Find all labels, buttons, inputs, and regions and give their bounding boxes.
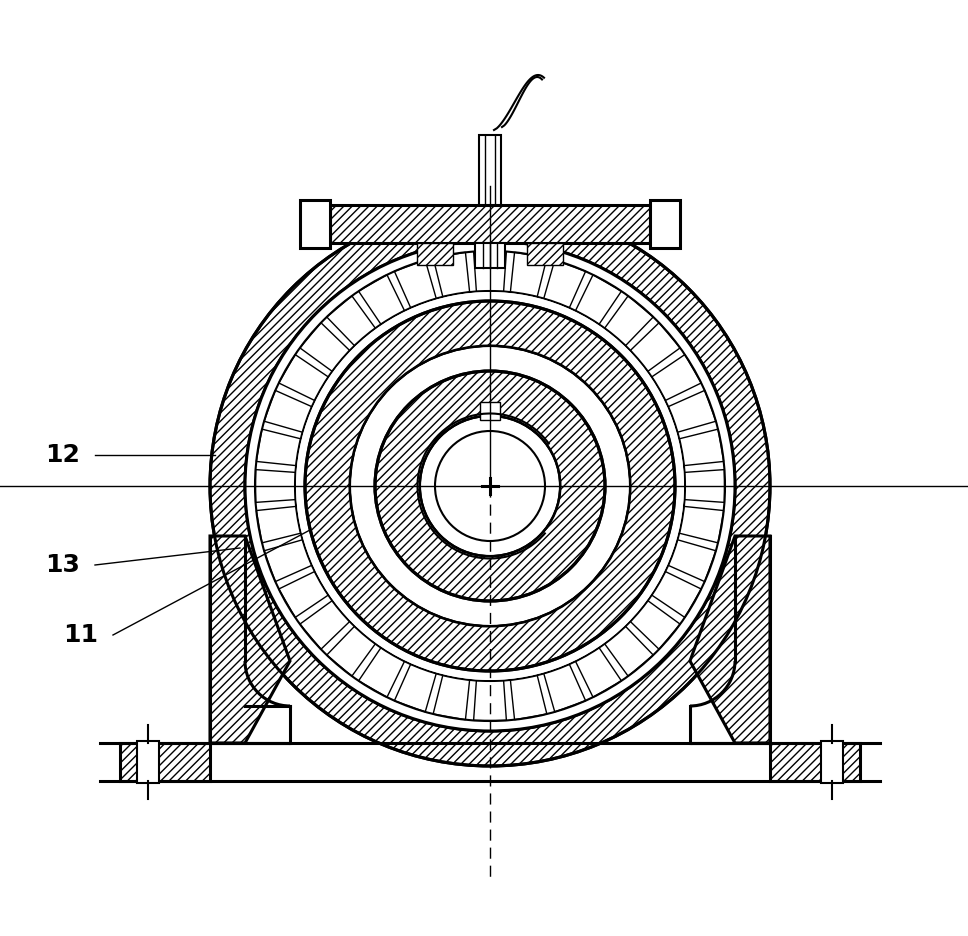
Polygon shape xyxy=(605,296,653,345)
Polygon shape xyxy=(650,200,680,248)
Bar xyxy=(821,741,843,783)
Polygon shape xyxy=(668,540,716,581)
Polygon shape xyxy=(330,205,650,243)
Polygon shape xyxy=(358,275,405,325)
Circle shape xyxy=(246,242,734,730)
Polygon shape xyxy=(279,355,328,401)
Text: 11: 11 xyxy=(63,623,98,647)
Polygon shape xyxy=(433,675,469,720)
Polygon shape xyxy=(668,390,716,432)
Polygon shape xyxy=(394,665,437,712)
Circle shape xyxy=(295,291,685,681)
Bar xyxy=(417,243,453,265)
Wedge shape xyxy=(305,301,675,671)
Polygon shape xyxy=(576,648,621,697)
Bar xyxy=(475,243,505,268)
Polygon shape xyxy=(257,506,301,543)
Bar xyxy=(527,243,563,265)
Circle shape xyxy=(296,292,684,680)
Polygon shape xyxy=(651,355,701,401)
Bar xyxy=(137,741,159,783)
Wedge shape xyxy=(210,206,770,766)
Polygon shape xyxy=(605,626,653,676)
Polygon shape xyxy=(510,675,547,720)
Polygon shape xyxy=(433,253,469,297)
Polygon shape xyxy=(256,470,295,503)
Polygon shape xyxy=(300,200,330,248)
Text: 13: 13 xyxy=(45,553,80,577)
Polygon shape xyxy=(394,260,437,308)
Polygon shape xyxy=(327,626,376,676)
Text: 12: 12 xyxy=(45,443,80,467)
Polygon shape xyxy=(264,540,312,581)
Circle shape xyxy=(421,417,559,555)
Polygon shape xyxy=(279,572,328,618)
Polygon shape xyxy=(576,275,621,325)
Polygon shape xyxy=(544,665,586,712)
Polygon shape xyxy=(680,429,724,465)
Polygon shape xyxy=(690,536,770,743)
Bar xyxy=(479,135,501,205)
Wedge shape xyxy=(246,242,734,730)
Polygon shape xyxy=(473,252,506,291)
Bar xyxy=(480,402,500,420)
Polygon shape xyxy=(300,601,349,650)
Polygon shape xyxy=(264,390,312,432)
Polygon shape xyxy=(358,648,405,697)
Polygon shape xyxy=(684,470,724,503)
Polygon shape xyxy=(651,572,701,618)
Polygon shape xyxy=(300,323,349,372)
Wedge shape xyxy=(375,371,605,601)
Polygon shape xyxy=(327,296,376,345)
Circle shape xyxy=(435,431,545,541)
Circle shape xyxy=(205,201,775,771)
Polygon shape xyxy=(690,743,860,781)
Polygon shape xyxy=(630,601,681,650)
Polygon shape xyxy=(473,680,506,721)
Polygon shape xyxy=(120,743,290,781)
Polygon shape xyxy=(544,260,586,308)
Polygon shape xyxy=(257,429,301,465)
Polygon shape xyxy=(680,506,724,543)
Polygon shape xyxy=(510,253,547,297)
Polygon shape xyxy=(630,323,681,372)
Polygon shape xyxy=(210,536,290,743)
Circle shape xyxy=(351,347,629,625)
